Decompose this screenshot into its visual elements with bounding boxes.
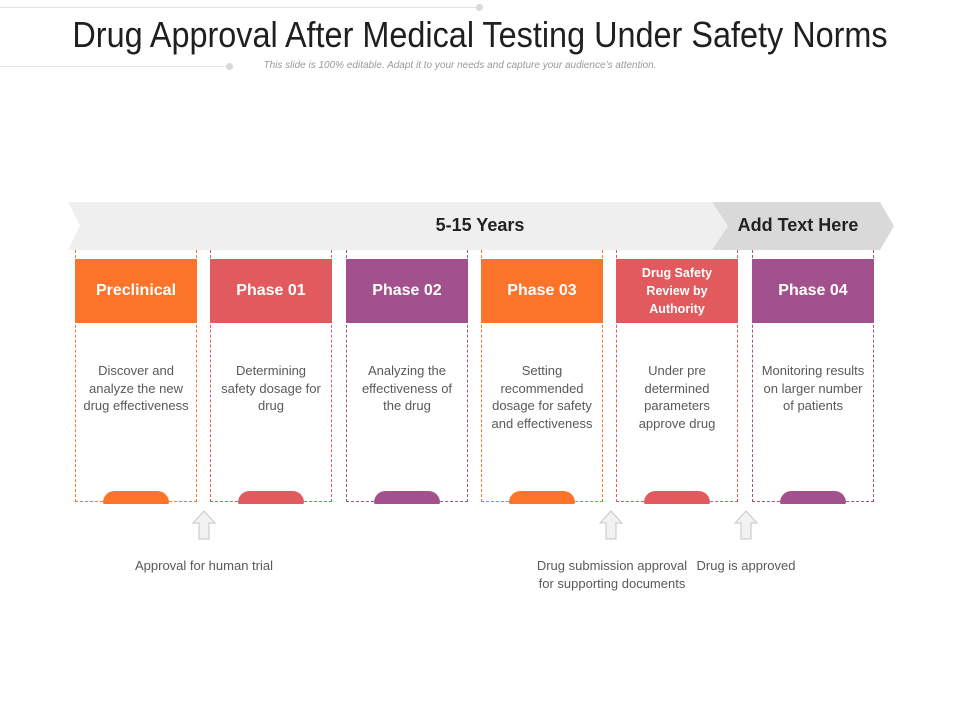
phase-tab bbox=[780, 491, 846, 504]
phase-title: Phase 03 bbox=[481, 259, 603, 323]
timeline-banner-end-arrow bbox=[712, 202, 894, 250]
phase-title: Phase 01 bbox=[210, 259, 332, 323]
phase-column-phase-01: Phase 01 Determining safety dosage for d… bbox=[210, 250, 332, 504]
phase-title: Phase 02 bbox=[346, 259, 468, 323]
phase-tab bbox=[238, 491, 304, 504]
phase-description: Determining safety dosage for drug bbox=[221, 363, 321, 413]
up-arrow-icon bbox=[192, 510, 216, 540]
up-arrow-icon bbox=[734, 510, 758, 540]
phase-column-phase-03: Phase 03 Setting recommended dosage for … bbox=[481, 250, 603, 504]
milestone-note-drug-approved: Drug is approved bbox=[696, 558, 796, 573]
milestone-note-drug-submission: Drug submission approval for supporting … bbox=[536, 558, 688, 591]
timeline-banner-main-arrow bbox=[68, 202, 728, 250]
header-rule-top bbox=[0, 7, 480, 8]
header-rule-bottom-dot bbox=[226, 63, 233, 70]
phase-column-phase-02: Phase 02 Analyzing the effectiveness of … bbox=[346, 250, 468, 504]
phase-description: Analyzing the effectiveness of the drug bbox=[361, 363, 453, 413]
phase-column-preclinical: Preclinical Discover and analyze the new… bbox=[75, 250, 197, 504]
phase-column-phase-04: Phase 04 Monitoring results on larger nu… bbox=[752, 250, 874, 504]
phase-description: Discover and analyze the new drug effect… bbox=[83, 363, 189, 413]
phase-title: Drug Safety Review by Authority bbox=[616, 259, 738, 323]
phase-title: Preclinical bbox=[75, 259, 197, 323]
timeline-banner bbox=[68, 202, 894, 250]
phase-tab bbox=[103, 491, 169, 504]
timeline-end-label: Add Text Here bbox=[737, 215, 859, 235]
header-rule-bottom bbox=[0, 66, 232, 67]
phase-title: Phase 04 bbox=[752, 259, 874, 323]
phase-tab bbox=[644, 491, 710, 504]
milestone-note-human-trial: Approval for human trial bbox=[134, 558, 273, 573]
phase-tab bbox=[509, 491, 575, 504]
up-arrow-icon bbox=[599, 510, 623, 540]
phase-description: Under pre determined parameters approve … bbox=[638, 363, 716, 431]
phase-column-safety-review: Drug Safety Review by Authority Under pr… bbox=[616, 250, 738, 504]
header-rule-top-dot bbox=[476, 4, 483, 11]
phase-description: Monitoring results on larger number of p… bbox=[761, 363, 865, 413]
page-subtitle: This slide is 100% editable. Adapt it to… bbox=[263, 60, 657, 71]
timeline-duration-label: 5-15 Years bbox=[435, 215, 525, 235]
phase-tab bbox=[374, 491, 440, 504]
phase-description: Setting recommended dosage for safety an… bbox=[491, 363, 593, 431]
page-title: Drug Approval After Medical Testing Unde… bbox=[72, 14, 888, 55]
